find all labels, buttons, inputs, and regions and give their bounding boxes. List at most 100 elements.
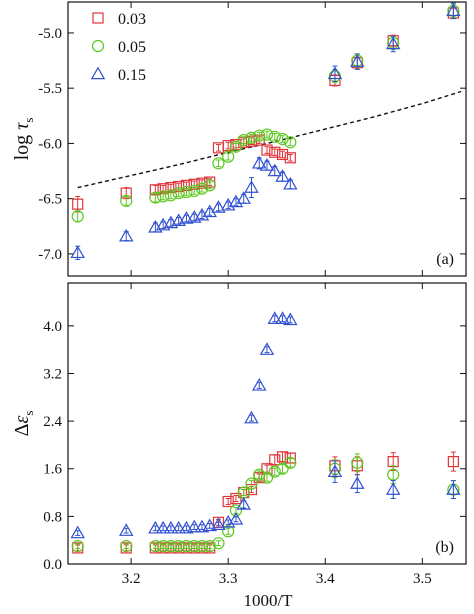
data-point	[237, 134, 250, 147]
data-point	[276, 148, 289, 161]
data-point	[268, 130, 281, 143]
data-point	[267, 311, 282, 324]
series-0.05	[71, 453, 460, 553]
data-point	[253, 129, 266, 142]
data-point	[120, 194, 133, 207]
data-point	[276, 451, 289, 463]
y-tick-label: -6.0	[38, 136, 62, 152]
legend-marker-square	[92, 12, 104, 24]
data-point	[268, 465, 281, 478]
data-point	[275, 169, 290, 182]
data-point	[119, 523, 134, 536]
y-tick-label: -5.5	[38, 81, 62, 97]
data-point	[155, 520, 171, 534]
data-point	[157, 540, 170, 553]
data-point	[71, 210, 84, 223]
panel-a: -7.0 -6.5 -6.0 -5.5 -5.0 (a) log τs	[11, 1, 467, 277]
data-point	[260, 128, 274, 141]
data-point	[70, 525, 85, 539]
data-point	[222, 150, 235, 163]
x-tick-label: 3.4	[316, 571, 335, 587]
y-axis-title-symbol: ε	[11, 416, 33, 424]
data-point	[120, 540, 133, 553]
data-point	[195, 540, 209, 553]
data-point	[283, 176, 298, 190]
data-point	[229, 504, 243, 517]
data-point	[284, 136, 297, 149]
data-point	[203, 179, 216, 192]
panel-label: (a)	[436, 251, 454, 268]
y-tick-label: 2.4	[43, 414, 62, 430]
legend: 0.03 0.05 0.15	[90, 11, 146, 84]
x-axis-title: 1000/T	[243, 591, 293, 610]
legend-label: 0.03	[118, 11, 146, 28]
series-0.15	[70, 2, 461, 260]
legend-marker-circle	[91, 39, 105, 53]
data-point	[385, 36, 401, 50]
data-point	[149, 540, 162, 553]
data-point	[71, 540, 84, 553]
data-point	[229, 140, 243, 153]
data-point	[260, 471, 274, 484]
fit-line	[77, 90, 462, 189]
legend-label: 0.05	[118, 39, 146, 56]
data-point	[179, 211, 194, 224]
data-point	[211, 200, 226, 213]
data-point	[70, 245, 85, 259]
data-point	[244, 410, 259, 424]
x-tick-label: 3.2	[122, 571, 141, 587]
data-point	[350, 476, 365, 489]
data-point	[222, 525, 235, 538]
data-point	[222, 495, 234, 508]
panel-b: 0.0 0.8 1.6 2.4 3.2 4.0 3.2 3.3 3.4 3.5(b) Δεs	[11, 282, 467, 587]
data-point	[236, 191, 251, 204]
y-axis-title-main: Δ	[11, 423, 33, 436]
data-point	[350, 54, 365, 67]
data-point	[157, 190, 170, 203]
data-point	[148, 520, 163, 534]
data-point	[261, 144, 273, 156]
data-point	[269, 454, 281, 466]
data-point	[172, 540, 185, 553]
y-axis-title-main: log	[11, 130, 33, 161]
data-point	[269, 146, 281, 158]
data-point	[172, 187, 185, 200]
data-point	[259, 342, 275, 355]
data-point	[149, 191, 162, 204]
y-tick-label: -5.0	[38, 26, 62, 42]
data-point	[284, 456, 297, 469]
series-0.05	[71, 3, 460, 223]
data-point	[276, 462, 289, 475]
data-point	[163, 520, 179, 534]
plot-frame	[67, 282, 467, 565]
data-point	[447, 456, 459, 468]
y-tick-label: 4.0	[43, 319, 62, 335]
data-point	[180, 540, 193, 553]
data-point	[180, 185, 193, 199]
y-tick-label: -6.5	[38, 192, 62, 208]
data-point	[446, 482, 461, 495]
data-point	[385, 482, 401, 495]
y-tick-label: 0.0	[43, 557, 62, 573]
y-axis-title: Δεs	[11, 411, 36, 437]
data-point	[284, 152, 296, 164]
y-tick-label: 3.2	[43, 366, 62, 382]
data-point	[211, 517, 226, 530]
data-point	[164, 189, 177, 202]
data-point	[230, 492, 242, 505]
data-point	[179, 520, 194, 534]
data-point	[188, 540, 201, 553]
y-axis-title-subscript: s	[21, 411, 36, 416]
data-point	[119, 228, 134, 242]
x-tick-label: 3.3	[219, 571, 238, 587]
y-axis-title-subscript: s	[21, 118, 36, 123]
panel-label: (b)	[435, 539, 454, 556]
data-point	[259, 158, 275, 171]
y-tick-label: 1.6	[43, 462, 62, 478]
data-point	[245, 477, 258, 490]
data-point	[252, 155, 267, 169]
y-axis-title-symbol: τ	[11, 122, 33, 130]
data-point	[351, 456, 364, 469]
y-tick-label: 0.8	[43, 509, 62, 525]
data-point	[186, 519, 202, 533]
